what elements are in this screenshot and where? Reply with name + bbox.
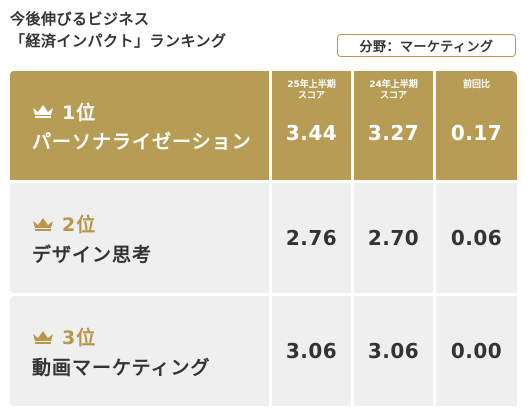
change-cell: 前回比 0.17	[436, 71, 517, 180]
title-line-1: 今後伸びるビジネス	[10, 10, 150, 28]
category-badge: 分野：マーケティング	[337, 34, 516, 57]
name-cell: 1位 パーソナライゼーション	[10, 71, 269, 180]
rank-line: 1位	[32, 97, 96, 125]
column-header-2024: 24年上半期 スコア	[354, 80, 433, 102]
rank-label: 1位	[62, 101, 97, 124]
change-cell: 0.06	[436, 183, 517, 293]
name-cell: 2位 デザイン思考	[10, 183, 269, 293]
item-name: 動画マーケティング	[32, 356, 211, 379]
change-cell: 0.00	[436, 296, 517, 406]
table-row: 2位 デザイン思考 2.76 2.70 0.06	[10, 183, 520, 293]
column-header-change-label: 前回比	[462, 80, 490, 90]
change-value: 0.17	[450, 120, 503, 145]
column-header-2024-line1: 24年上半期	[369, 80, 418, 90]
ranking-table: 1位 パーソナライゼーション 25年上半期 スコア 3.44 24年上半期 スコ…	[10, 71, 520, 409]
item-name: デザイン思考	[32, 243, 153, 266]
score-2025-cell: 3.06	[272, 296, 351, 406]
column-header-2025-line2: スコア	[297, 91, 325, 101]
crown-icon	[32, 330, 54, 344]
score-2025-value: 3.44	[285, 120, 338, 145]
rank-label: 2位	[62, 214, 97, 236]
score-2025-cell: 2.76	[272, 183, 351, 293]
rank-line: 2位	[32, 210, 96, 238]
title-line-2: 「経済インパクト」ランキング	[10, 32, 227, 50]
page-title: 今後伸びるビジネス 「経済インパクト」ランキング	[10, 8, 227, 52]
score-2024-value: 2.70	[367, 226, 420, 250]
rank-line: 3位	[32, 323, 96, 351]
column-header-change: 前回比	[436, 80, 517, 91]
column-header-2025-line1: 25年上半期	[287, 80, 336, 90]
score-2024-cell: 24年上半期 スコア 3.27	[354, 71, 433, 180]
score-2024-cell: 3.06	[354, 296, 433, 406]
change-value: 0.00	[450, 339, 503, 363]
crown-icon	[32, 104, 54, 118]
crown-icon	[32, 217, 54, 231]
score-2025-value: 3.06	[285, 339, 338, 363]
column-header-2024-line2: スコア	[379, 91, 407, 101]
score-2024-value: 3.27	[367, 120, 420, 145]
item-name: パーソナライゼーション	[32, 131, 252, 153]
table-row: 1位 パーソナライゼーション 25年上半期 スコア 3.44 24年上半期 スコ…	[10, 71, 520, 180]
name-cell: 3位 動画マーケティング	[10, 296, 269, 406]
score-2025-value: 2.76	[285, 226, 338, 250]
table-row: 3位 動画マーケティング 3.06 3.06 0.00	[10, 296, 520, 406]
score-2024-value: 3.06	[367, 339, 420, 363]
column-header-2025: 25年上半期 スコア	[272, 80, 351, 102]
score-2024-cell: 2.70	[354, 183, 433, 293]
change-value: 0.06	[450, 226, 503, 250]
score-2025-cell: 25年上半期 スコア 3.44	[272, 71, 351, 180]
rank-label: 3位	[62, 327, 97, 349]
